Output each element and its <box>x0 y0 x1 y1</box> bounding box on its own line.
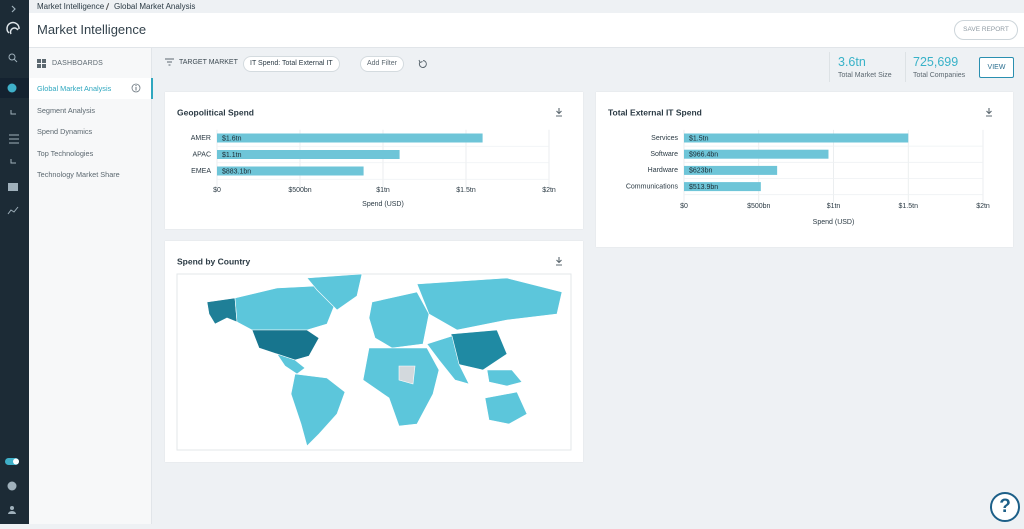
download-icon <box>986 108 992 117</box>
country <box>234 285 336 331</box>
bar <box>217 150 400 159</box>
chart: Spend by Country <box>176 256 572 451</box>
stat-value: 3.6tn <box>838 55 866 69</box>
country <box>426 335 470 385</box>
view-button[interactable]: VIEW <box>979 57 1014 78</box>
country <box>306 273 363 311</box>
x-tick-label: $1tn <box>827 203 841 210</box>
x-tick-label: $2tn <box>542 187 556 194</box>
country <box>362 347 440 427</box>
value-label: $966.4bn <box>689 152 718 159</box>
nav-item[interactable]: Technology Market Share <box>37 170 120 179</box>
x-tick-label: $1.5tn <box>899 203 919 210</box>
y-tick-label: AMER <box>191 135 211 142</box>
stat-label: Total Companies <box>913 72 966 79</box>
reset-icon[interactable] <box>418 59 428 69</box>
breadcrumb: Market Intelligence Global Market Analys… <box>29 0 1024 13</box>
y-tick-label: APAC <box>192 151 211 158</box>
add-filter-button[interactable]: Add Filter <box>360 56 404 72</box>
filter-label: TARGET MARKET <box>179 59 238 66</box>
country <box>416 277 563 331</box>
country <box>290 373 346 447</box>
icon-rail <box>0 0 29 524</box>
x-tick-label: $2tn <box>976 203 990 210</box>
country <box>398 365 416 385</box>
y-tick-label: EMEA <box>191 168 211 175</box>
stat-value: 725,699 <box>913 55 959 69</box>
country <box>368 291 430 349</box>
x-axis-label: Spend (USD) <box>813 219 855 226</box>
filter-chip[interactable]: IT Spend: Total External IT <box>243 56 340 72</box>
divider <box>829 52 830 82</box>
value-label: $513.9bn <box>689 184 718 191</box>
x-axis-label: Spend (USD) <box>362 201 404 208</box>
chart-title: Total External IT Spend <box>608 107 702 117</box>
bar <box>684 133 909 143</box>
value-label: $883.1bn <box>222 168 251 175</box>
chart-card: Geopolitical Spend $0 $500bn $1tn $1.5tn $2tn… <box>165 92 583 229</box>
y-tick-label: Software <box>650 151 678 158</box>
page-title: Market Intelligence <box>37 22 147 37</box>
value-label: $1.6tn <box>222 135 242 142</box>
dashboards-icon <box>37 59 46 68</box>
breadcrumb-item[interactable]: Global Market Analysis <box>114 2 196 11</box>
chart: Total External IT Spend $0 $500bn $1tn $1.5t… <box>608 107 992 226</box>
chart-card: Total External IT Spend $0 $500bn $1tn $1.5t… <box>596 92 1013 247</box>
help-button[interactable]: ? <box>990 492 1020 522</box>
x-tick-label: $1.5tn <box>456 187 476 194</box>
bar <box>684 149 829 159</box>
bar <box>684 182 761 192</box>
divider <box>905 52 906 82</box>
y-tick-label: Communications <box>626 183 679 190</box>
chart-title: Geopolitical Spend <box>177 107 254 117</box>
value-label: $1.1tn <box>222 152 242 159</box>
x-tick-label: $500bn <box>747 203 770 210</box>
x-tick-label: $500bn <box>288 187 311 194</box>
y-tick-label: Services <box>651 135 678 142</box>
nav-item[interactable]: Global Market Analysis <box>37 84 112 93</box>
stat-label: Total Market Size <box>838 72 892 79</box>
download-icon <box>556 257 562 266</box>
nav-heading: DASHBOARDS <box>52 60 104 67</box>
bar <box>217 133 483 143</box>
chart-card: Spend by Country <box>165 241 583 462</box>
filter-icon <box>165 58 174 66</box>
world-map <box>176 273 572 451</box>
header: Market Intelligence SAVE REPORT <box>29 13 1024 48</box>
x-tick-label: $0 <box>680 203 688 210</box>
x-tick-label: $1tn <box>376 187 390 194</box>
value-label: $623bn <box>689 168 712 175</box>
country <box>276 353 306 375</box>
bar <box>684 165 778 175</box>
save-report-button[interactable]: SAVE REPORT <box>954 20 1018 40</box>
download-icon <box>556 108 562 117</box>
x-tick-label: $0 <box>213 187 221 194</box>
nav-item[interactable]: Segment Analysis <box>37 106 96 115</box>
y-tick-label: Hardware <box>648 167 678 174</box>
rail-icons <box>0 5 29 514</box>
chart: Geopolitical Spend $0 $500bn $1tn $1.5tn $2tn… <box>177 107 562 208</box>
info-icon[interactable] <box>131 83 141 93</box>
add-filter-text: Add Filter <box>367 60 397 67</box>
breadcrumb-item[interactable]: Market Intelligence <box>37 2 105 11</box>
value-label: $1.5tn <box>689 135 709 142</box>
active-highlight <box>29 78 153 99</box>
dashboard-nav: DASHBOARDS Global Market Analysis Segmen… <box>29 48 153 524</box>
chart-title: Spend by Country <box>177 256 250 266</box>
country <box>251 329 320 361</box>
nav-item[interactable]: Top Technologies <box>37 149 94 158</box>
nav-item[interactable]: Spend Dynamics <box>37 127 93 136</box>
chip-text: IT Spend: Total External IT <box>250 60 333 67</box>
country <box>486 369 523 387</box>
country <box>484 391 528 425</box>
breadcrumb-separator <box>105 3 110 10</box>
bar <box>217 166 364 176</box>
